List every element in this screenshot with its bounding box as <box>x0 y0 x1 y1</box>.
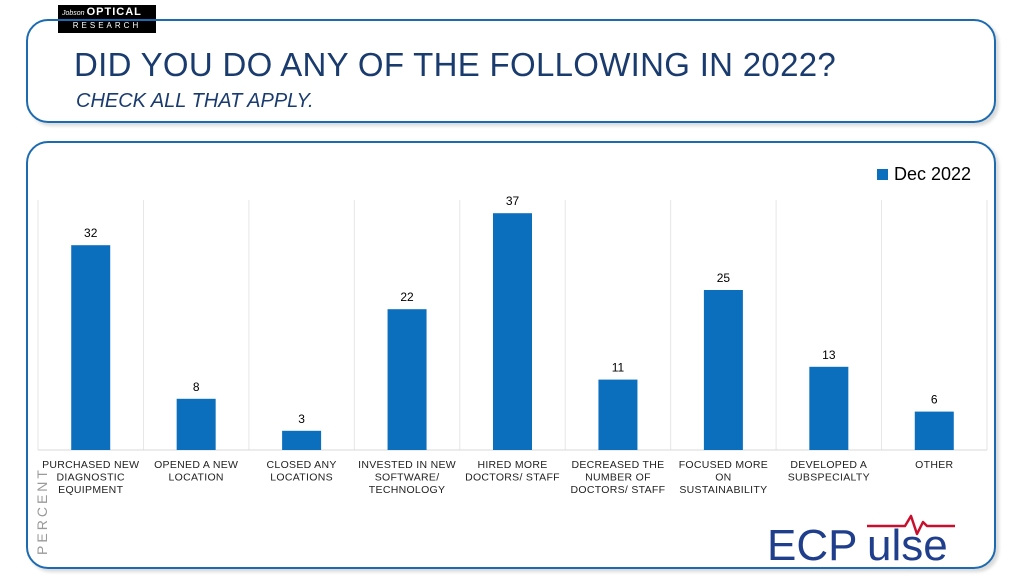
bar <box>282 430 322 450</box>
category-label: SUSTAINABILITY <box>679 484 767 496</box>
category-label: HIRED MORE <box>477 459 547 471</box>
brand-text-ecp: ECP <box>767 521 857 568</box>
data-label: 6 <box>931 393 938 407</box>
category-label: EQUIPMENT <box>58 484 123 496</box>
bar <box>914 411 954 450</box>
category-label: INVESTED IN NEW <box>358 459 456 471</box>
category-label: SOFTWARE/ <box>375 472 440 484</box>
data-label: 32 <box>84 226 98 240</box>
category-label: LOCATIONS <box>270 472 333 484</box>
category-label: DEVELOPED A <box>790 459 867 471</box>
category-label: CLOSED ANY <box>267 459 337 471</box>
data-label: 13 <box>822 348 836 362</box>
ecpulse-logo: ECP ulse <box>767 514 955 568</box>
data-label: 25 <box>717 271 731 285</box>
pulse-line-icon <box>867 514 955 536</box>
bar <box>703 290 743 450</box>
category-label: OPENED A NEW <box>154 459 238 471</box>
category-label: PURCHASED NEW <box>42 459 139 471</box>
category-label: LOCATION <box>169 472 224 484</box>
category-label: DIAGNOSTIC <box>57 472 125 484</box>
data-label: 22 <box>400 290 414 304</box>
category-label: SUBSPECIALTY <box>788 472 870 484</box>
data-label: 3 <box>298 412 305 426</box>
category-label: OTHER <box>915 459 953 471</box>
page-subtitle: CHECK ALL THAT APPLY. <box>76 90 314 112</box>
category-label: TECHNOLOGY <box>369 484 446 496</box>
chart-legend: Dec 2022 <box>877 164 971 185</box>
legend-swatch <box>877 169 888 180</box>
data-label: 11 <box>612 361 625 375</box>
bar <box>387 309 427 450</box>
title-panel <box>26 19 996 123</box>
chart-panel <box>26 141 996 569</box>
legend-label: Dec 2022 <box>894 164 972 184</box>
data-label: 37 <box>506 194 520 208</box>
category-label: DOCTORS/ STAFF <box>571 484 666 496</box>
bar <box>71 245 111 450</box>
brand-text-ulse: ulse <box>867 521 948 568</box>
data-label: 8 <box>193 380 200 394</box>
bar <box>809 366 849 450</box>
category-label: DECREASED THE <box>571 459 664 471</box>
category-label: ON <box>715 472 731 484</box>
bar <box>493 213 532 450</box>
category-label: DOCTORS/ STAFF <box>465 472 560 484</box>
page-title: DID YOU DO ANY OF THE FOLLOWING IN 2022? <box>74 46 837 83</box>
category-label: NUMBER OF <box>585 472 651 484</box>
category-label: FOCUSED MORE <box>679 459 768 471</box>
bar <box>176 398 216 450</box>
bar <box>598 379 638 450</box>
